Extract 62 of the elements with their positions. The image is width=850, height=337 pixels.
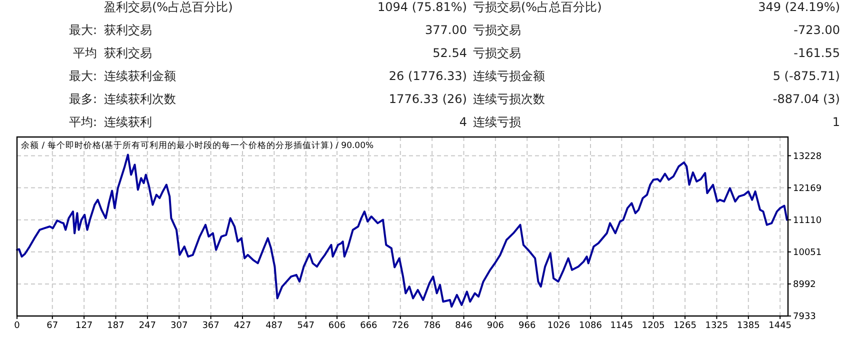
text: 获利交易 — [104, 46, 152, 60]
text: 连续亏损 — [473, 115, 521, 129]
text: 连续亏损金额 — [473, 69, 545, 83]
text: -161.55 — [794, 46, 840, 60]
x-tick-label: 666 — [360, 321, 378, 331]
x-tick-label: 487 — [266, 321, 283, 331]
x-tick-label: 1086 — [579, 321, 602, 331]
y-tick-label: 8992 — [793, 280, 816, 290]
text: 349 (24.19%) — [758, 0, 840, 14]
text: 亏损交易(%占总百分比) — [473, 0, 602, 14]
text: 平均 — [73, 46, 97, 60]
text: 最大: — [68, 23, 97, 37]
x-tick-label: 1385 — [736, 321, 760, 331]
text: 连续获利次数 — [104, 92, 176, 106]
y-tick-label: 7933 — [793, 312, 816, 322]
x-tick-label: 846 — [455, 321, 473, 331]
x-tick-label: 0 — [14, 321, 20, 331]
text: 1094 (75.81%) — [378, 0, 467, 14]
text: 亏损交易 — [473, 23, 521, 37]
text: 亏损交易 — [473, 46, 521, 60]
y-tick-label: 10051 — [793, 248, 822, 258]
text: -887.04 (3) — [772, 92, 840, 106]
text: 获利交易 — [104, 23, 152, 37]
y-tick-label: 11110 — [793, 216, 822, 226]
y-tick-label: 12169 — [793, 184, 822, 194]
text: 1 — [832, 115, 840, 129]
y-tick-label: 13228 — [793, 152, 822, 162]
text: 连续获利金额 — [104, 69, 176, 83]
x-tick-label: 1205 — [642, 321, 665, 331]
x-tick-label: 606 — [328, 321, 346, 331]
x-tick-label: 966 — [518, 321, 536, 331]
x-tick-label: 906 — [486, 321, 504, 331]
text: 盈利交易(%占总百分比) — [104, 0, 233, 14]
text: 26 (1776.33) — [388, 69, 467, 83]
text: 最多: — [68, 92, 97, 106]
x-tick-label: 127 — [75, 321, 93, 331]
x-tick-label: 1145 — [610, 321, 634, 331]
text: 1776.33 (26) — [388, 92, 467, 106]
line-series — [16, 154, 788, 308]
x-tick-label: 367 — [202, 321, 220, 331]
x-tick-label: 67 — [46, 321, 58, 331]
x-tick-label: 187 — [107, 321, 124, 331]
x-tick-label: 1265 — [674, 321, 696, 331]
text: 平均: — [68, 115, 97, 129]
text: 余额 / 每个即时价格(基于所有可利用的最小时段的每一个价格的分形插值计算) / 90.00% — [21, 140, 374, 151]
text: 52.54 — [432, 46, 467, 60]
x-tick-label: 786 — [423, 321, 441, 331]
text: 连续获利 — [104, 115, 152, 129]
text: 377.00 — [425, 23, 467, 37]
x-tick-label: 1445 — [768, 321, 792, 331]
x-tick-label: 307 — [170, 321, 188, 331]
text: 最大: — [68, 69, 97, 83]
x-tick-label: 247 — [138, 321, 156, 331]
text: 4 — [459, 115, 467, 129]
x-tick-label: 1325 — [705, 321, 728, 331]
x-tick-label: 726 — [392, 321, 410, 331]
text: 连续亏损次数 — [473, 92, 545, 106]
x-tick-label: 427 — [234, 321, 252, 331]
text: 5 (-875.71) — [772, 69, 840, 83]
x-tick-label: 1026 — [547, 321, 571, 331]
x-tick-label: 547 — [297, 321, 314, 331]
text: -723.00 — [794, 23, 840, 37]
